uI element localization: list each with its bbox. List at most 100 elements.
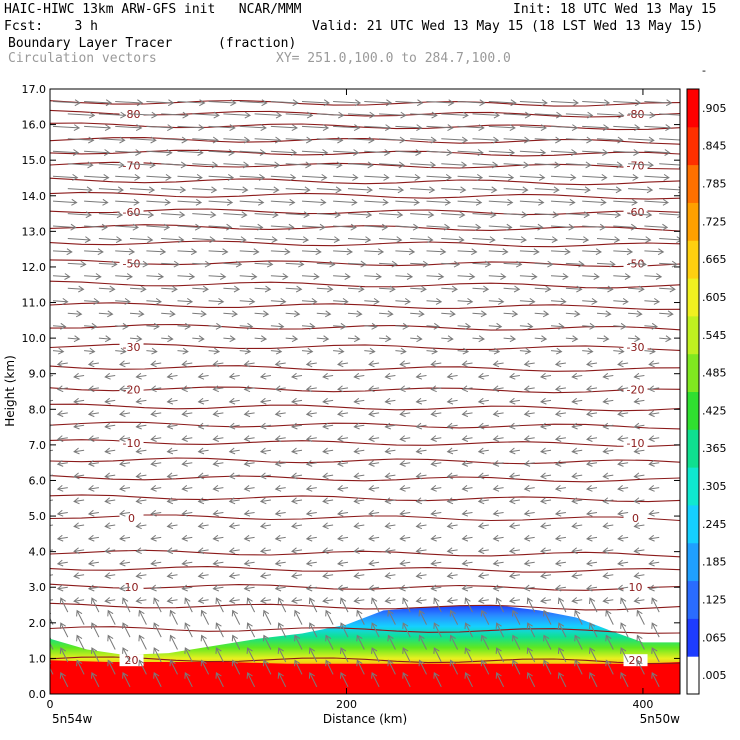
wind-vector: [565, 211, 591, 219]
wind-vector: [659, 285, 676, 293]
wind-vector: [508, 472, 520, 480]
wind-vector: [495, 647, 505, 663]
wind-vector: [633, 597, 645, 604]
wind-vector: [305, 509, 317, 517]
wind-vector: [208, 322, 223, 330]
colorbar-swatch: [687, 656, 699, 695]
wind-vector: [115, 124, 143, 132]
wind-vector: [395, 149, 422, 156]
wind-vector: [228, 522, 240, 530]
wind-vector: [488, 173, 515, 181]
wind-vector: [91, 597, 100, 613]
wind-vector: [613, 173, 639, 181]
wind-vector: [340, 597, 349, 613]
wind-vector: [565, 260, 585, 268]
wind-vector: [472, 186, 498, 194]
wind-vector: [633, 497, 645, 505]
wind-vector: [347, 136, 375, 144]
wind-vector: [554, 385, 566, 393]
wind-vector: [472, 310, 488, 318]
wind-vector: [613, 248, 634, 256]
wind-vector: [184, 672, 193, 688]
wind-vector: [395, 347, 407, 355]
wind-vector: [333, 297, 349, 305]
wind-vector: [449, 659, 459, 675]
wind-vector: [52, 248, 73, 256]
contour-line--10: [50, 439, 680, 447]
wind-vector: [446, 547, 458, 555]
wind-vector: [246, 622, 256, 638]
wind-vector: [119, 485, 131, 492]
x-start-label: 5n54w: [52, 712, 93, 726]
wind-vector: [129, 211, 155, 219]
wind-vector: [379, 136, 406, 144]
wind-vector: [243, 435, 255, 442]
wind-vector: [571, 547, 583, 555]
wind-vector: [430, 360, 442, 368]
wind-vector: [488, 99, 517, 107]
wind-vector: [461, 435, 473, 442]
wind-vector: [239, 273, 258, 280]
wind-vector: [274, 534, 286, 542]
wind-vector: [115, 248, 136, 256]
wind-vector: [651, 647, 660, 663]
wind-vector: [305, 410, 317, 418]
wind-vector: [246, 597, 256, 613]
wind-vector: [146, 149, 173, 156]
wind-vector: [150, 584, 162, 592]
wind-vector: [503, 211, 528, 219]
wind-vector: [402, 647, 411, 663]
wind-vector: [208, 99, 237, 107]
wind-vector: [161, 236, 185, 244]
wind-vector: [291, 597, 303, 604]
wind-vector: [181, 534, 193, 542]
wind-vector: [512, 634, 521, 650]
wind-vector: [364, 99, 393, 107]
wind-vector: [119, 534, 131, 542]
wind-vector: [565, 285, 583, 293]
wind-vector: [395, 198, 420, 206]
wind-vector: [333, 322, 347, 330]
wind-vector: [181, 485, 193, 492]
wind-vector: [519, 322, 534, 330]
y-axis-title: Height (km): [3, 355, 17, 426]
contour-line: [50, 475, 680, 483]
wind-vector: [644, 124, 672, 132]
wind-vector: [395, 124, 423, 132]
wind-vector: [259, 397, 271, 405]
wind-vector: [457, 297, 474, 305]
wind-vector: [208, 124, 236, 132]
wind-vector: [270, 198, 296, 206]
wind-vector: [399, 410, 411, 418]
wind-vector: [119, 410, 131, 418]
wind-vector: [181, 410, 193, 418]
contour-label-20: 20: [629, 654, 643, 667]
wind-vector: [492, 410, 504, 418]
wind-vector: [441, 186, 467, 194]
wind-vector: [446, 422, 458, 430]
wind-vector: [402, 597, 411, 613]
wind-vector: [84, 273, 102, 280]
wind-vector: [644, 223, 669, 231]
wind-vector: [571, 397, 583, 405]
wind-vector: [228, 422, 240, 430]
y-tick-label: 11.0: [22, 297, 47, 310]
colorbar-label: .665: [702, 253, 727, 266]
wind-vector: [98, 260, 118, 268]
wind-vector: [644, 273, 663, 280]
wind-vector: [325, 609, 334, 625]
wind-vector: [259, 522, 271, 530]
wind-vector: [208, 248, 229, 256]
wind-vector: [488, 124, 516, 132]
wind-vector: [115, 173, 141, 181]
wind-vector: [166, 497, 178, 505]
wind-vector: [223, 260, 243, 268]
wind-vector: [589, 597, 598, 613]
wind-vector: [368, 410, 380, 418]
wind-vector: [50, 524, 54, 526]
wind-vector: [605, 634, 614, 650]
wind-vector: [119, 584, 131, 592]
colorbar-label: .485: [702, 367, 727, 380]
wind-vector: [243, 509, 255, 517]
wind-vector: [67, 260, 87, 268]
